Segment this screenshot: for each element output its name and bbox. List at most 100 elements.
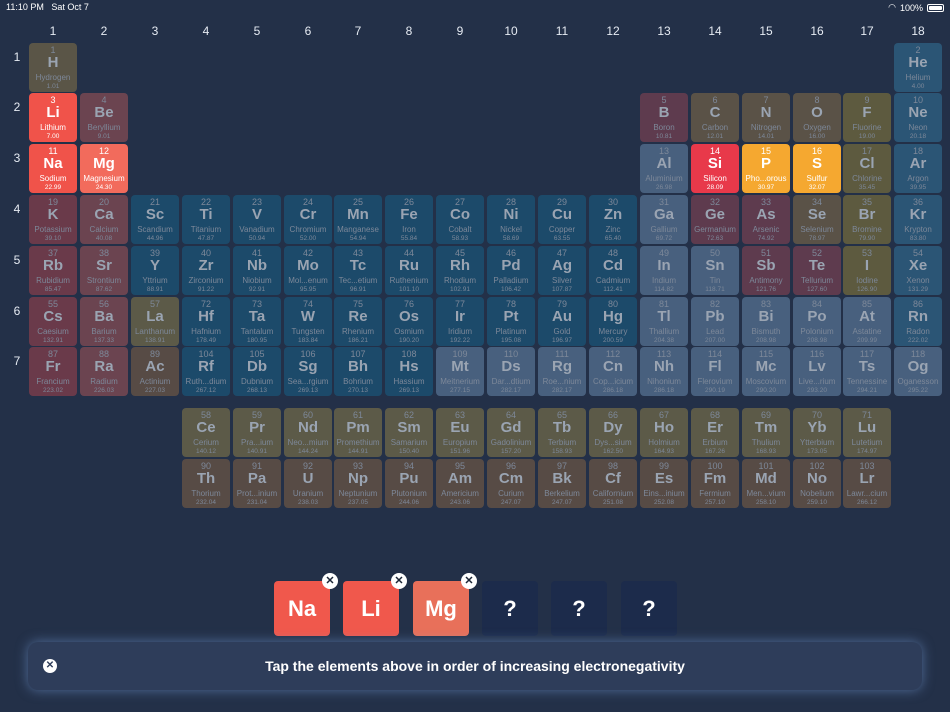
element-cell-c[interactable]: 6 C Carbon 12.01 — [691, 93, 739, 142]
element-cell-fe[interactable]: 26 Fe Iron 55.84 — [385, 195, 433, 244]
element-cell-mo[interactable]: 42 Mo Mol...enum 95.95 — [284, 246, 332, 295]
element-cell-pd[interactable]: 46 Pd Palladium 106.42 — [487, 246, 535, 295]
element-cell-fl[interactable]: 114 Fl Flerovium 290.19 — [691, 347, 739, 396]
element-cell-cu[interactable]: 29 Cu Copper 63.55 — [538, 195, 586, 244]
element-cell-si[interactable]: 14 Si Silicon 28.09 — [691, 144, 739, 193]
element-cell-lr[interactable]: 103 Lr Lawr...cium 266.12 — [843, 459, 891, 508]
element-cell-rb[interactable]: 37 Rb Rubidium 85.47 — [29, 246, 77, 295]
element-cell-mn[interactable]: 25 Mn Manganese 54.94 — [334, 195, 382, 244]
element-cell-b[interactable]: 5 B Boron 10.81 — [640, 93, 688, 142]
element-cell-sb[interactable]: 51 Sb Antimony 121.76 — [742, 246, 790, 295]
element-cell-lu[interactable]: 71 Lu Lutetium 174.97 — [843, 408, 891, 457]
element-cell-rf[interactable]: 104 Rf Ruth...dium 267.12 — [182, 347, 230, 396]
remove-element-close-icon[interactable]: ✕ — [391, 573, 407, 589]
element-cell-in[interactable]: 49 In Indium 114.82 — [640, 246, 688, 295]
element-cell-ds[interactable]: 110 Ds Dar...dtium 282.17 — [487, 347, 535, 396]
element-cell-o[interactable]: 8 O Oxygen 16.00 — [793, 93, 841, 142]
element-cell-ne[interactable]: 10 Ne Neon 20.18 — [894, 93, 942, 142]
answer-slot-2[interactable]: Li ✕ — [343, 573, 407, 636]
element-cell-ir[interactable]: 77 Ir Iridium 192.22 — [436, 297, 484, 346]
element-cell-og[interactable]: 118 Og Oganesson 295.22 — [894, 347, 942, 396]
element-cell-te[interactable]: 52 Te Tellurium 127.60 — [793, 246, 841, 295]
element-cell-tm[interactable]: 69 Tm Thulium 168.93 — [742, 408, 790, 457]
element-cell-na[interactable]: 11 Na Sodium 22.99 — [29, 144, 77, 193]
element-cell-ni[interactable]: 28 Ni Nickel 58.69 — [487, 195, 535, 244]
element-cell-cs[interactable]: 55 Cs Caesium 132.91 — [29, 297, 77, 346]
element-cell-w[interactable]: 74 W Tungsten 183.84 — [284, 297, 332, 346]
element-cell-as[interactable]: 33 As Arsenic 74.92 — [742, 195, 790, 244]
element-cell-hg[interactable]: 80 Hg Mercury 200.59 — [589, 297, 637, 346]
element-cell-rn[interactable]: 86 Rn Radon 222.02 — [894, 297, 942, 346]
element-cell-sc[interactable]: 21 Sc Scandium 44.96 — [131, 195, 179, 244]
element-cell-pm[interactable]: 61 Pm Promethium 144.91 — [334, 408, 382, 457]
element-cell-mg[interactable]: 12 Mg Magnesium 24.30 — [80, 144, 128, 193]
element-cell-fm[interactable]: 100 Fm Fermium 257.10 — [691, 459, 739, 508]
element-cell-er[interactable]: 68 Er Erbium 167.26 — [691, 408, 739, 457]
element-cell-os[interactable]: 76 Os Osmium 190.20 — [385, 297, 433, 346]
element-cell-kr[interactable]: 36 Kr Krypton 83.80 — [894, 195, 942, 244]
element-cell-h[interactable]: 1 H Hydrogen 1.01 — [29, 43, 77, 92]
element-cell-nh[interactable]: 113 Nh Nihonium 286.18 — [640, 347, 688, 396]
element-cell-ac[interactable]: 89 Ac Actinium 227.03 — [131, 347, 179, 396]
element-cell-lv[interactable]: 116 Lv Live...rium 293.20 — [793, 347, 841, 396]
element-cell-bk[interactable]: 97 Bk Berkelium 247.07 — [538, 459, 586, 508]
close-icon[interactable]: ✕ — [43, 659, 57, 673]
element-cell-br[interactable]: 35 Br Bromine 79.90 — [843, 195, 891, 244]
element-cell-gd[interactable]: 64 Gd Gadolinium 157.20 — [487, 408, 535, 457]
element-cell-np[interactable]: 93 Np Neptunium 237.05 — [334, 459, 382, 508]
element-cell-ag[interactable]: 47 Ag Silver 107.87 — [538, 246, 586, 295]
element-cell-ru[interactable]: 44 Ru Ruthenium 101.10 — [385, 246, 433, 295]
element-cell-co[interactable]: 27 Co Cobalt 58.93 — [436, 195, 484, 244]
element-cell-be[interactable]: 4 Be Beryllium 9.01 — [80, 93, 128, 142]
element-cell-yb[interactable]: 70 Yb Ytterbium 173.05 — [793, 408, 841, 457]
element-cell-y[interactable]: 39 Y Yttrium 88.91 — [131, 246, 179, 295]
element-cell-se[interactable]: 34 Se Selenium 78.97 — [793, 195, 841, 244]
element-cell-cd[interactable]: 48 Cd Cadmium 112.41 — [589, 246, 637, 295]
element-cell-pa[interactable]: 91 Pa Prot...inium 231.04 — [233, 459, 281, 508]
element-cell-i[interactable]: 53 I Iodine 126.90 — [843, 246, 891, 295]
element-cell-pt[interactable]: 78 Pt Platinum 195.08 — [487, 297, 535, 346]
element-cell-no[interactable]: 102 No Nobelium 259.10 — [793, 459, 841, 508]
element-cell-ca[interactable]: 20 Ca Calcium 40.08 — [80, 195, 128, 244]
answer-slot-3[interactable]: Mg ✕ — [413, 573, 477, 636]
element-cell-n[interactable]: 7 N Nitrogen 14.01 — [742, 93, 790, 142]
element-cell-th[interactable]: 90 Th Thorium 232.04 — [182, 459, 230, 508]
element-cell-ts[interactable]: 117 Ts Tennessine 294.21 — [843, 347, 891, 396]
element-cell-ge[interactable]: 32 Ge Germanium 72.63 — [691, 195, 739, 244]
element-cell-cl[interactable]: 17 Cl Chlorine 35.45 — [843, 144, 891, 193]
element-cell-mc[interactable]: 115 Mc Moscovium 290.20 — [742, 347, 790, 396]
element-cell-li[interactable]: 3 Li Lithium 7.00 — [29, 93, 77, 142]
element-cell-he[interactable]: 2 He Helium 4.00 — [894, 43, 942, 92]
remove-element-close-icon[interactable]: ✕ — [461, 573, 477, 589]
element-cell-al[interactable]: 13 Al Aluminium 26.98 — [640, 144, 688, 193]
element-cell-sg[interactable]: 106 Sg Sea...rgium 269.13 — [284, 347, 332, 396]
element-cell-p[interactable]: 15 P Pho...orous 30.97 — [742, 144, 790, 193]
element-cell-la[interactable]: 57 La Lanthanum 138.91 — [131, 297, 179, 346]
element-cell-nb[interactable]: 41 Nb Niobium 92.91 — [233, 246, 281, 295]
element-cell-tc[interactable]: 43 Tc Tec...etium 96.91 — [334, 246, 382, 295]
element-cell-ba[interactable]: 56 Ba Barium 137.33 — [80, 297, 128, 346]
element-cell-dy[interactable]: 66 Dy Dys...sium 162.50 — [589, 408, 637, 457]
element-cell-sm[interactable]: 62 Sm Samarium 150.40 — [385, 408, 433, 457]
element-cell-tb[interactable]: 65 Tb Terbium 158.93 — [538, 408, 586, 457]
answer-slot-6[interactable]: ? — [621, 581, 677, 636]
remove-element-close-icon[interactable]: ✕ — [322, 573, 338, 589]
element-cell-cn[interactable]: 112 Cn Cop...icium 286.18 — [589, 347, 637, 396]
element-cell-pr[interactable]: 59 Pr Pra...ium 140.91 — [233, 408, 281, 457]
element-cell-k[interactable]: 19 K Potassium 39.10 — [29, 195, 77, 244]
element-cell-re[interactable]: 75 Re Rhenium 186.21 — [334, 297, 382, 346]
element-cell-zn[interactable]: 30 Zn Zinc 65.40 — [589, 195, 637, 244]
element-cell-eu[interactable]: 63 Eu Europium 151.96 — [436, 408, 484, 457]
element-cell-hf[interactable]: 72 Hf Hafnium 178.49 — [182, 297, 230, 346]
answer-slot-4[interactable]: ? — [482, 581, 538, 636]
element-cell-ar[interactable]: 18 Ar Argon 39.95 — [894, 144, 942, 193]
element-cell-tl[interactable]: 81 Tl Thallium 204.38 — [640, 297, 688, 346]
element-cell-ra[interactable]: 88 Ra Radium 226.03 — [80, 347, 128, 396]
element-cell-ta[interactable]: 73 Ta Tantalum 180.95 — [233, 297, 281, 346]
element-cell-fr[interactable]: 87 Fr Francium 223.02 — [29, 347, 77, 396]
element-cell-cm[interactable]: 96 Cm Curium 247.07 — [487, 459, 535, 508]
element-cell-at[interactable]: 85 At Astatine 209.99 — [843, 297, 891, 346]
element-cell-am[interactable]: 95 Am Americium 243.06 — [436, 459, 484, 508]
element-cell-es[interactable]: 99 Es Eins...inium 252.08 — [640, 459, 688, 508]
element-cell-pb[interactable]: 82 Pb Lead 207.00 — [691, 297, 739, 346]
